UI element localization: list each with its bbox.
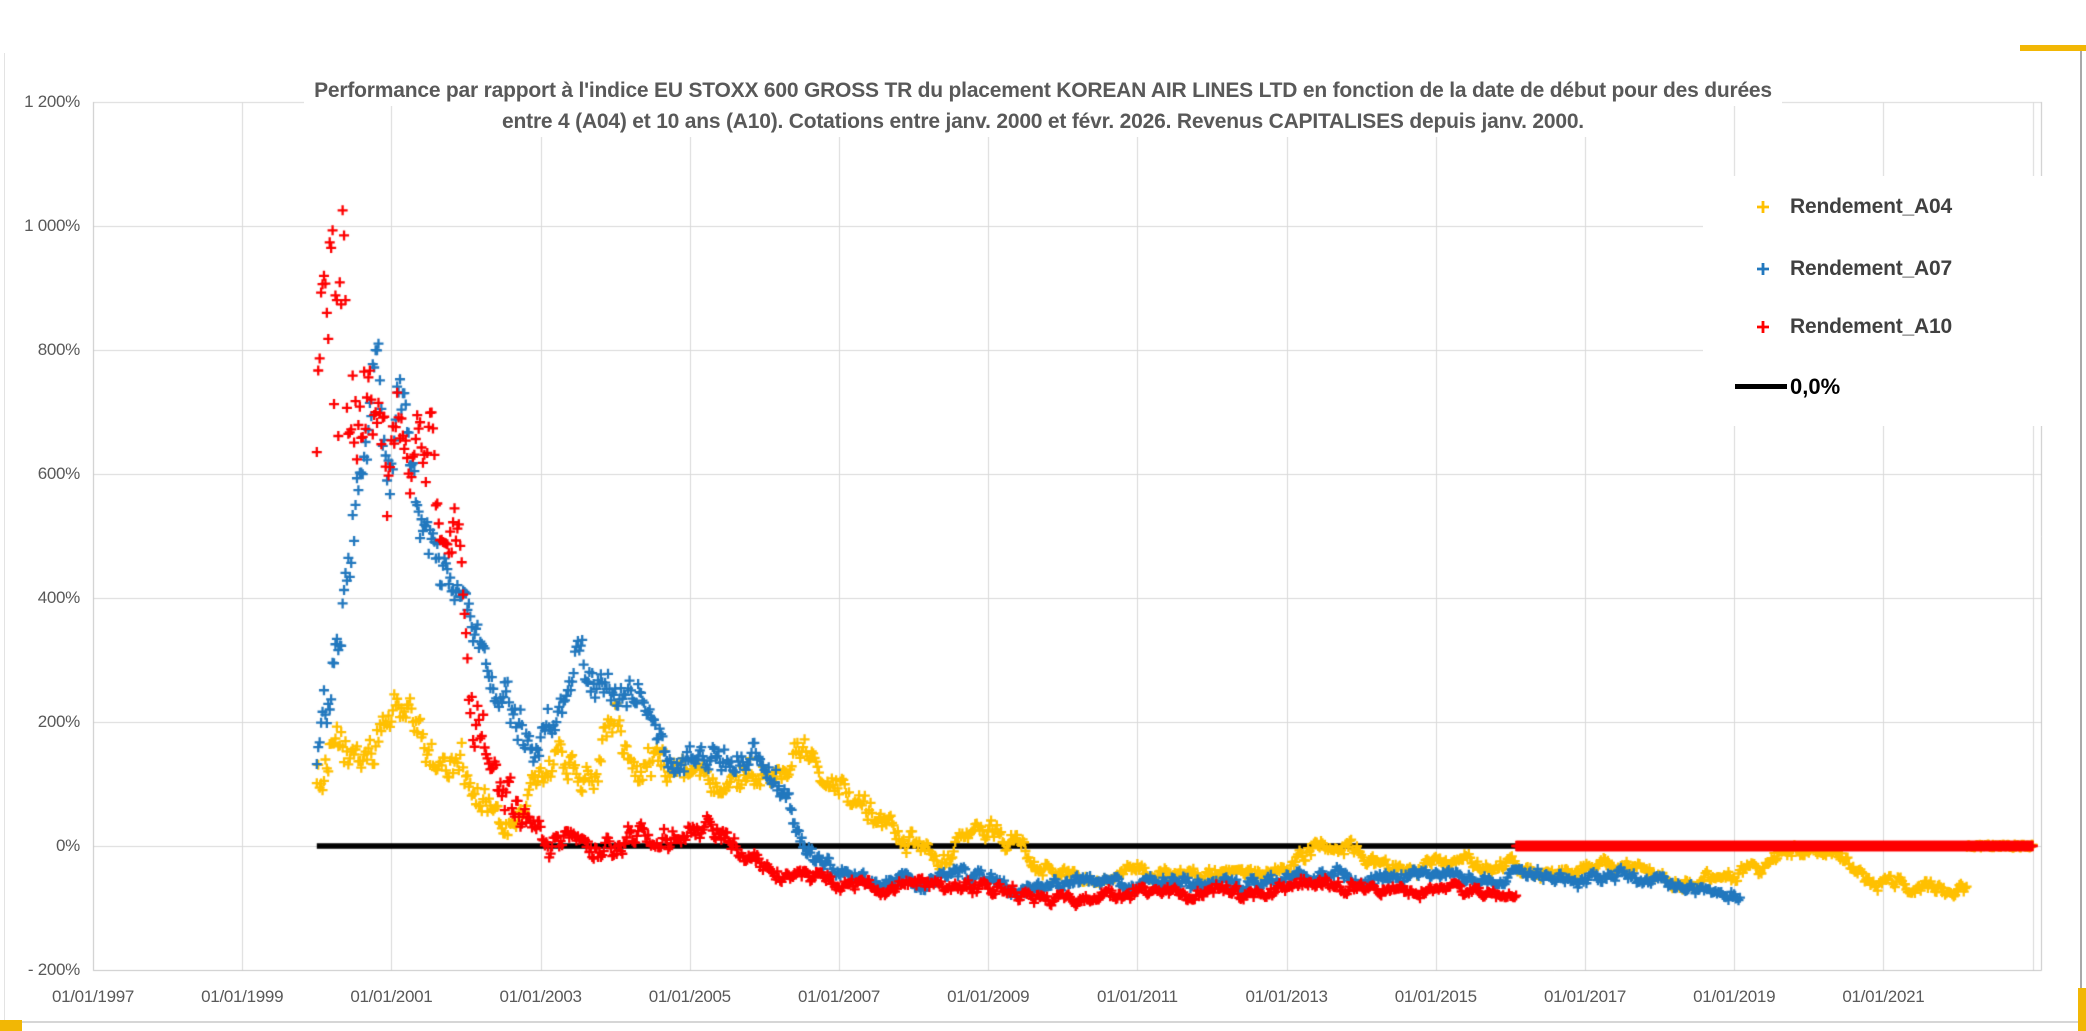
x-tick-label: 01/01/2013 <box>1245 987 1328 1006</box>
gold-accent-top-right <box>2020 45 2086 51</box>
legend[interactable]: Rendement_A04 Rendement_A07 Rendement_A10 0… <box>1703 176 2077 426</box>
x-tick-label: 01/01/1999 <box>201 987 284 1006</box>
y-tick-label: 0% <box>56 836 80 855</box>
y-tick-label: 1 000% <box>24 216 80 235</box>
x-tick-label: 01/01/2021 <box>1842 987 1925 1006</box>
x-tick-label: 01/01/2009 <box>947 987 1030 1006</box>
y-tick-label: 1 200% <box>24 92 80 111</box>
x-tick-label: 01/01/2007 <box>797 987 881 1006</box>
plus-marker-icon <box>1751 199 1775 215</box>
gold-accent-bottom-left <box>0 1020 22 1031</box>
window-left-border <box>4 53 5 1020</box>
x-tick-label: 01/01/2015 <box>1394 987 1477 1006</box>
y-tick-label: 600% <box>37 464 81 483</box>
y-tick-label: - 200% <box>27 960 80 979</box>
y-tick-label: 800% <box>37 340 81 359</box>
window-bottom-border <box>22 1021 2078 1023</box>
legend-label: Rendement_A04 <box>1790 195 1952 218</box>
legend-label: Rendement_A07 <box>1790 257 1952 280</box>
legend-label: 0,0% <box>1790 374 1841 399</box>
x-tick-label: 01/01/2001 <box>350 987 433 1006</box>
gold-accent-bottom-right <box>2078 988 2086 1031</box>
plus-marker-icon <box>1751 319 1775 335</box>
window-right-border <box>2080 50 2082 990</box>
legend-item-0-0-[interactable]: 0,0% <box>1703 372 2077 402</box>
x-tick-label: 01/01/2003 <box>499 987 582 1006</box>
y-tick-label: 200% <box>37 712 81 731</box>
x-tick-label: 01/01/2019 <box>1693 987 1776 1006</box>
legend-label: Rendement_A10 <box>1790 315 1952 338</box>
legend-item-rendement-a07[interactable]: Rendement_A07 <box>1703 254 2077 284</box>
zero-line-icon <box>1735 384 1787 389</box>
x-tick-label: 01/01/2011 <box>1096 987 1178 1006</box>
y-tick-label: 400% <box>37 588 81 607</box>
x-tick-label: 01/01/2005 <box>648 987 731 1006</box>
x-tick-label: 01/01/2017 <box>1543 987 1627 1006</box>
legend-item-rendement-a04[interactable]: Rendement_A04 <box>1703 192 2077 222</box>
plus-marker-icon <box>1751 261 1775 277</box>
x-tick-label: 01/01/1997 <box>51 987 135 1006</box>
legend-item-rendement-a10[interactable]: Rendement_A10 <box>1703 312 2077 342</box>
